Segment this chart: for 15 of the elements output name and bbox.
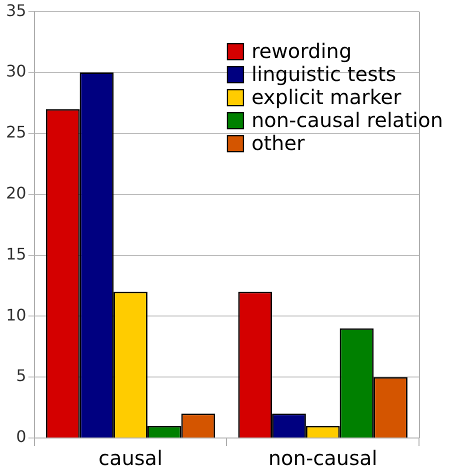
legend-label: rewording xyxy=(251,38,352,63)
legend-label: other xyxy=(251,130,306,155)
y-tick-label: 10 xyxy=(6,305,26,324)
y-tick-label: 25 xyxy=(6,122,26,142)
y-tick-label: 5 xyxy=(16,366,26,386)
x-tick-label: causal xyxy=(98,446,163,470)
legend-label: linguistic tests xyxy=(251,62,396,86)
x-tick-label: non-causal xyxy=(268,446,378,470)
y-tick-label: 35 xyxy=(6,0,26,20)
y-tick-label: 15 xyxy=(6,244,26,264)
legend-label: non-causal relation xyxy=(251,108,444,132)
y-tick-label: 30 xyxy=(6,62,26,81)
y-tick-label: 0 xyxy=(16,427,26,446)
y-tick-label: 20 xyxy=(6,184,26,202)
legend-label: explicit marker xyxy=(251,84,402,109)
